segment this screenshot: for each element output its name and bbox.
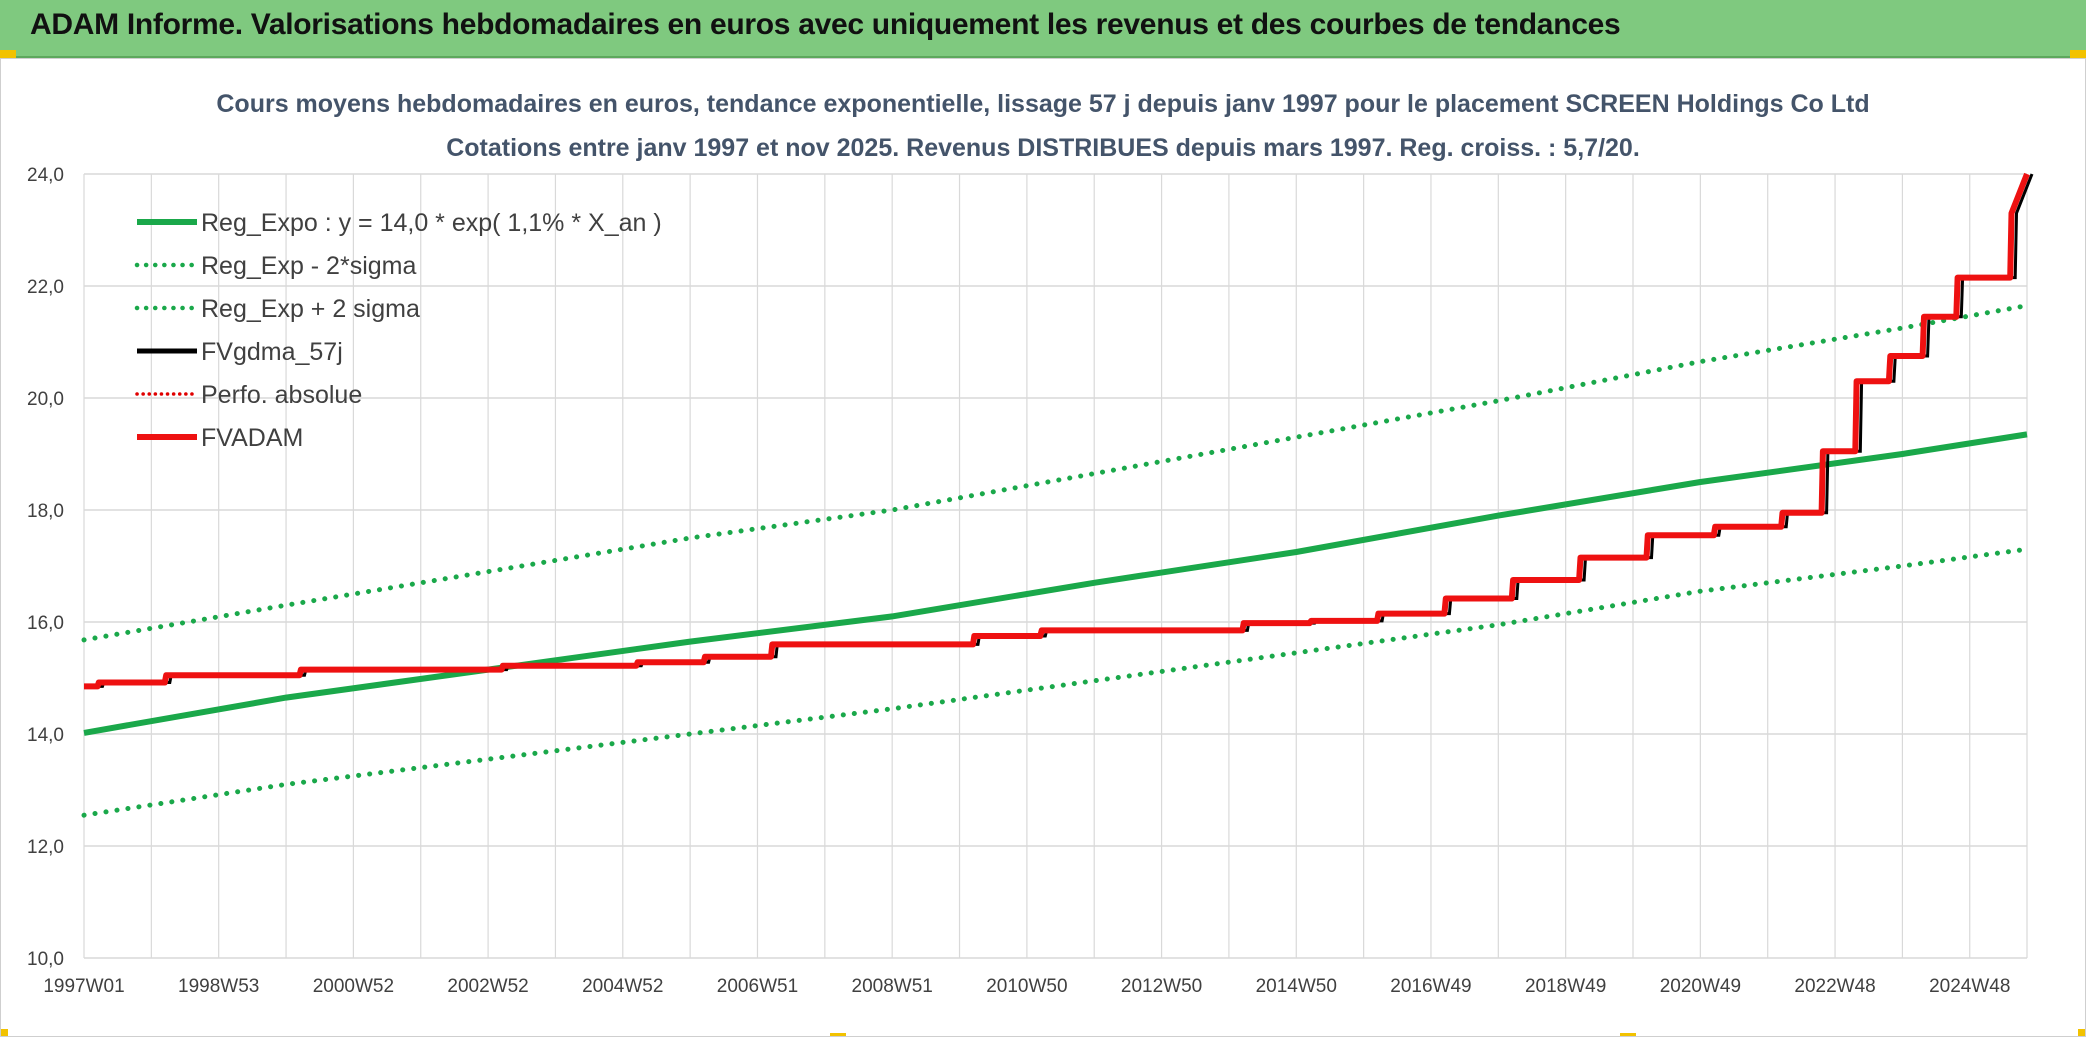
x-tick-label: 2008W51: [852, 976, 933, 997]
legend-label: Perfo. absolue: [201, 381, 362, 409]
x-tick-label: 2014W50: [1256, 976, 1337, 997]
x-tick-label: 2010W50: [986, 976, 1067, 997]
x-tick-label: 2016W49: [1390, 976, 1471, 997]
corner-marker: [2070, 50, 2086, 58]
y-tick-label: 20,0: [27, 389, 64, 410]
reg-expo-line: [83, 431, 2028, 736]
title-bar: ADAM Informe. Valorisations hebdomadaire…: [0, 0, 2086, 58]
y-tick-label: 12,0: [27, 837, 64, 858]
corner-marker: [830, 1033, 846, 1037]
corner-marker: [0, 50, 16, 58]
legend: Reg_Expo : y = 14,0 * exp( 1,1% * X_an )…: [134, 209, 662, 452]
legend-label: Reg_Expo : y = 14,0 * exp( 1,1% * X_an ): [201, 209, 662, 237]
x-tick-label: 2022W48: [1794, 976, 1875, 997]
corner-marker: [1620, 1033, 1636, 1037]
reg-plus-2sigma-line: [81, 303, 2030, 643]
x-tick-label: 2004W52: [582, 976, 663, 997]
x-tick-label: 2018W49: [1525, 976, 1606, 997]
y-tick-label: 18,0: [27, 501, 64, 522]
legend-label: FVgdma_57j: [201, 338, 343, 366]
chart-title: Cours moyens hebdomadaires en euros, ten…: [216, 90, 1869, 118]
x-tick-label: 1997W01: [43, 976, 124, 997]
y-tick-label: 14,0: [27, 725, 64, 746]
x-tick-label: 2002W52: [447, 976, 528, 997]
corner-marker: [0, 1029, 8, 1037]
fvgdma-57j-line: [89, 173, 2034, 688]
x-tick-label: 2000W52: [313, 976, 394, 997]
y-tick-label: 10,0: [27, 949, 64, 970]
y-tick-label: 16,0: [27, 613, 64, 634]
x-tick-label: 2012W50: [1121, 976, 1202, 997]
legend-label: Reg_Exp - 2*sigma: [201, 252, 416, 280]
reg-minus-2sigma-line: [81, 546, 2030, 818]
y-tick-label: 22,0: [27, 277, 64, 298]
legend-label: FVADAM: [201, 424, 303, 452]
corner-marker: [2078, 1029, 2086, 1037]
page-title: ADAM Informe. Valorisations hebdomadaire…: [30, 8, 1621, 41]
fvadam-line: [84, 172, 2030, 690]
x-tick-label: 1998W53: [178, 976, 259, 997]
y-tick-label: 24,0: [27, 165, 64, 186]
x-tick-label: 2024W48: [1929, 976, 2010, 997]
x-tick-label: 2006W51: [717, 976, 798, 997]
legend-label: Reg_Exp + 2 sigma: [201, 295, 420, 323]
chart-subtitle: Cotations entre janv 1997 et nov 2025. R…: [446, 134, 1640, 162]
x-tick-label: 2020W49: [1660, 976, 1741, 997]
